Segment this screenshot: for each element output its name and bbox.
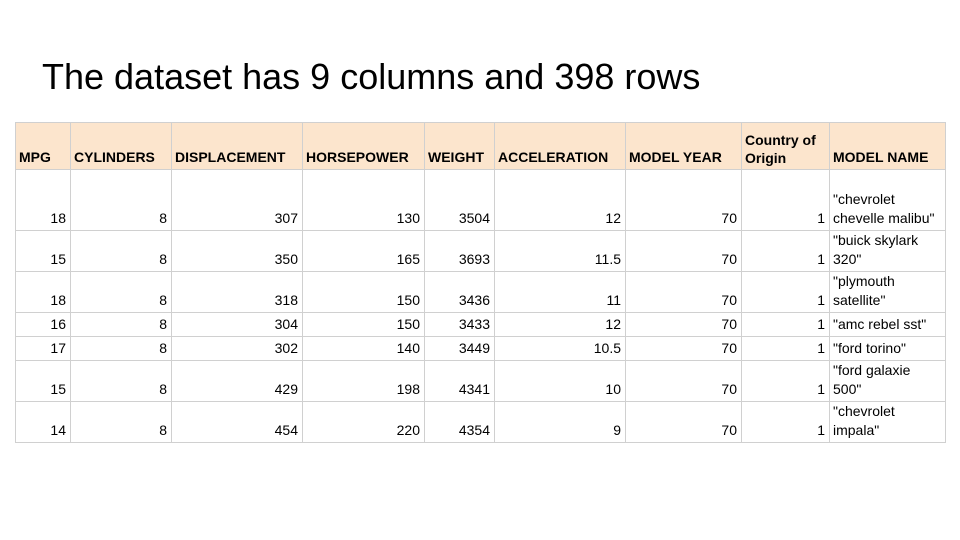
cell-weight[interactable]: 4341 (424, 360, 495, 402)
cell-cylinders[interactable]: 8 (70, 312, 172, 337)
cell-displacement[interactable]: 350 (171, 230, 303, 272)
column-header-country-of-origin[interactable]: Country of Origin (741, 122, 830, 170)
table-row: 17 8 302 140 3449 10.5 70 1 "ford torino… (15, 336, 946, 361)
cell-model-name[interactable]: "ford galaxie 500" (829, 360, 946, 402)
column-header-mpg[interactable]: MPG (15, 122, 71, 170)
cell-horsepower[interactable]: 150 (302, 271, 425, 313)
cell-model-name[interactable]: "chevrolet chevelle malibu" (829, 169, 946, 231)
cell-model-name[interactable]: "chevrolet impala" (829, 401, 946, 443)
column-header-cylinders[interactable]: CYLINDERS (70, 122, 172, 170)
cell-mpg[interactable]: 18 (15, 169, 71, 231)
cell-country-of-origin[interactable]: 1 (741, 360, 830, 402)
cell-mpg[interactable]: 16 (15, 312, 71, 337)
column-header-acceleration[interactable]: ACCELERATION (494, 122, 626, 170)
cell-acceleration[interactable]: 9 (494, 401, 626, 443)
cell-model-year[interactable]: 70 (625, 230, 742, 272)
cell-country-of-origin[interactable]: 1 (741, 169, 830, 231)
cell-horsepower[interactable]: 220 (302, 401, 425, 443)
cell-model-year[interactable]: 70 (625, 401, 742, 443)
cell-model-year[interactable]: 70 (625, 271, 742, 313)
cell-horsepower[interactable]: 140 (302, 336, 425, 361)
column-header-weight[interactable]: WEIGHT (424, 122, 495, 170)
cell-cylinders[interactable]: 8 (70, 271, 172, 313)
table-row: 18 8 307 130 3504 12 70 1 "chevrolet che… (15, 169, 946, 231)
cell-displacement[interactable]: 304 (171, 312, 303, 337)
cell-cylinders[interactable]: 8 (70, 360, 172, 402)
table-row: 18 8 318 150 3436 11 70 1 "plymouth sate… (15, 271, 946, 313)
cell-country-of-origin[interactable]: 1 (741, 271, 830, 313)
cell-acceleration[interactable]: 10.5 (494, 336, 626, 361)
cell-model-name[interactable]: "buick skylark 320" (829, 230, 946, 272)
cell-model-year[interactable]: 70 (625, 169, 742, 231)
cell-model-name[interactable]: "plymouth satellite" (829, 271, 946, 313)
cell-mpg[interactable]: 15 (15, 360, 71, 402)
table-row: 15 8 429 198 4341 10 70 1 "ford galaxie … (15, 360, 946, 402)
cell-model-year[interactable]: 70 (625, 312, 742, 337)
table-row: 16 8 304 150 3433 12 70 1 "amc rebel sst… (15, 312, 946, 337)
cell-model-year[interactable]: 70 (625, 360, 742, 402)
slide-title: The dataset has 9 columns and 398 rows (42, 56, 701, 97)
cell-acceleration[interactable]: 11.5 (494, 230, 626, 272)
cell-weight[interactable]: 3433 (424, 312, 495, 337)
cell-displacement[interactable]: 454 (171, 401, 303, 443)
cell-weight[interactable]: 3449 (424, 336, 495, 361)
cell-acceleration[interactable]: 12 (494, 169, 626, 231)
cell-cylinders[interactable]: 8 (70, 401, 172, 443)
cell-displacement[interactable]: 429 (171, 360, 303, 402)
column-header-displacement[interactable]: DISPLACEMENT (171, 122, 303, 170)
cell-acceleration[interactable]: 10 (494, 360, 626, 402)
cell-country-of-origin[interactable]: 1 (741, 230, 830, 272)
cell-cylinders[interactable]: 8 (70, 336, 172, 361)
cell-mpg[interactable]: 18 (15, 271, 71, 313)
cell-cylinders[interactable]: 8 (70, 230, 172, 272)
cell-country-of-origin[interactable]: 1 (741, 336, 830, 361)
cell-horsepower[interactable]: 198 (302, 360, 425, 402)
cell-model-name[interactable]: "amc rebel sst" (829, 312, 946, 337)
table-row: 14 8 454 220 4354 9 70 1 "chevrolet impa… (15, 401, 946, 443)
cell-mpg[interactable]: 14 (15, 401, 71, 443)
cell-weight[interactable]: 3436 (424, 271, 495, 313)
cell-horsepower[interactable]: 130 (302, 169, 425, 231)
cell-mpg[interactable]: 15 (15, 230, 71, 272)
cell-acceleration[interactable]: 11 (494, 271, 626, 313)
header-row: MPG CYLINDERS DISPLACEMENT HORSEPOWER WE… (15, 122, 946, 170)
column-header-model-name[interactable]: MODEL NAME (829, 122, 946, 170)
cell-country-of-origin[interactable]: 1 (741, 401, 830, 443)
cell-weight[interactable]: 4354 (424, 401, 495, 443)
cell-cylinders[interactable]: 8 (70, 169, 172, 231)
cell-model-year[interactable]: 70 (625, 336, 742, 361)
cell-horsepower[interactable]: 150 (302, 312, 425, 337)
cell-model-name[interactable]: "ford torino" (829, 336, 946, 361)
cell-displacement[interactable]: 302 (171, 336, 303, 361)
cell-displacement[interactable]: 307 (171, 169, 303, 231)
data-table: MPG CYLINDERS DISPLACEMENT HORSEPOWER WE… (15, 122, 946, 443)
cell-acceleration[interactable]: 12 (494, 312, 626, 337)
cell-weight[interactable]: 3693 (424, 230, 495, 272)
cell-horsepower[interactable]: 165 (302, 230, 425, 272)
cell-weight[interactable]: 3504 (424, 169, 495, 231)
column-header-horsepower[interactable]: HORSEPOWER (302, 122, 425, 170)
table-row: 15 8 350 165 3693 11.5 70 1 "buick skyla… (15, 230, 946, 272)
column-header-model-year[interactable]: MODEL YEAR (625, 122, 742, 170)
cell-mpg[interactable]: 17 (15, 336, 71, 361)
cell-country-of-origin[interactable]: 1 (741, 312, 830, 337)
cell-displacement[interactable]: 318 (171, 271, 303, 313)
